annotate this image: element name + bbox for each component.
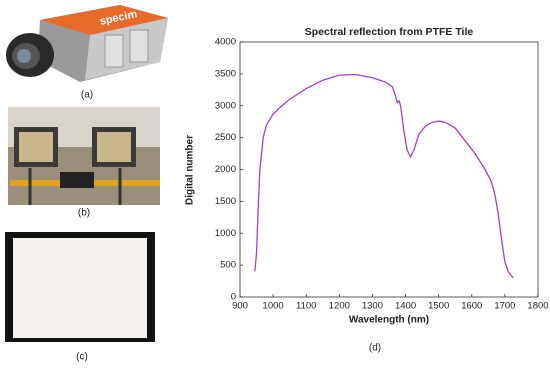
x-tick-label: 1200	[329, 301, 350, 312]
chart: 900 1000 1100 1200 1300 1400 1500 1600 1700 1800 0…	[215, 37, 549, 312]
x-tick-label: 1300	[362, 301, 383, 312]
x-tick-label: 1700	[494, 301, 515, 312]
y-tick-label: 3000	[215, 100, 236, 111]
caption: (b)	[78, 208, 90, 219]
caption: (c)	[76, 352, 88, 363]
y-tick-label: 2000	[215, 164, 236, 175]
x-tick-label: 1800	[527, 301, 548, 312]
y-tick-label: 1000	[215, 228, 236, 239]
y-tick-label: 2500	[215, 132, 236, 143]
y-axis-label: Digital number	[185, 135, 196, 205]
tile-photo	[5, 232, 155, 342]
y-tick-label: 1500	[215, 196, 236, 207]
x-tick-label: 1500	[428, 301, 449, 312]
x-tick-label: 1000	[263, 301, 284, 312]
y-tick-label: 4000	[215, 37, 236, 48]
x-tick-label: 900	[232, 301, 248, 312]
x-tick-label: 1600	[461, 301, 482, 312]
y-tick-label: 3500	[215, 68, 236, 79]
x-tick-label: 1400	[395, 301, 416, 312]
plot-frame	[239, 41, 539, 298]
data-line	[254, 73, 514, 279]
caption: (d)	[369, 343, 381, 354]
camera-photo: specim	[0, 0, 170, 88]
y-tick-label: 0	[231, 292, 236, 303]
x-axis-label: Wavelength (nm)	[349, 315, 429, 326]
caption: (a)	[81, 90, 93, 101]
x-tick-label: 1100	[296, 301, 316, 312]
lamps-photo	[8, 107, 160, 205]
chart-title: Spectral reflection from PTFE Tile	[305, 26, 474, 38]
y-tick-label: 500	[220, 260, 236, 271]
